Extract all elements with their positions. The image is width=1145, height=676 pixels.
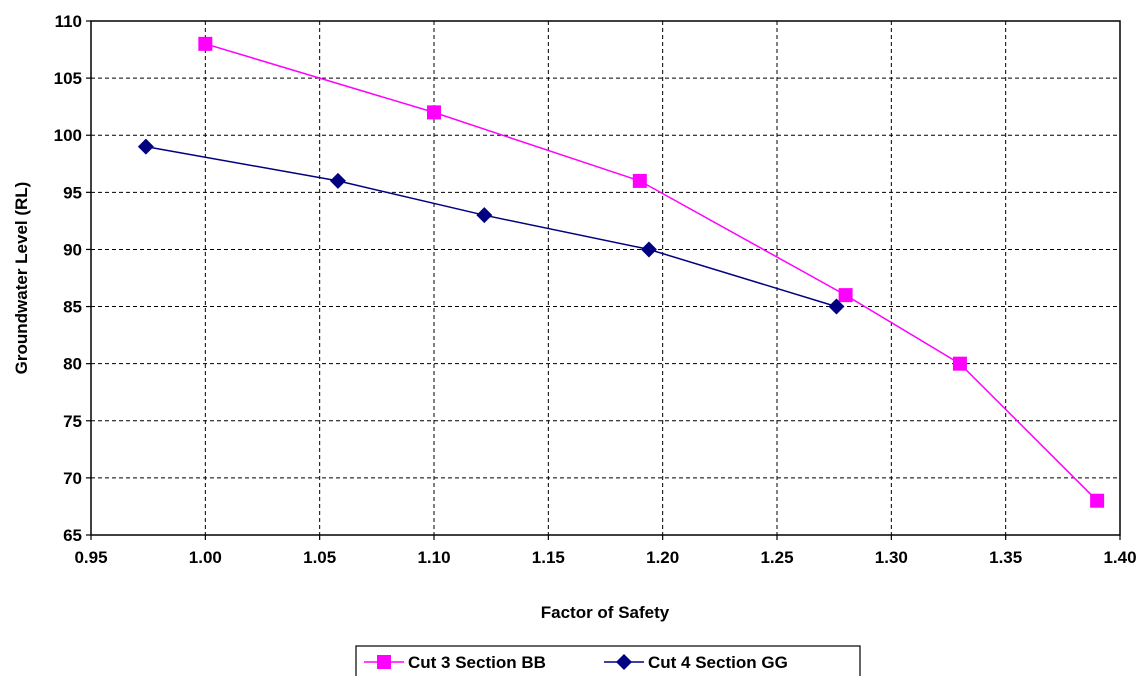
x-tick-label: 1.00 xyxy=(189,548,222,567)
data-point-marker xyxy=(137,138,154,155)
y-tick-label: 80 xyxy=(63,355,82,374)
legend-label-cut4: Cut 4 Section GG xyxy=(648,653,788,672)
y-tick-label: 105 xyxy=(54,69,82,88)
y-tick-label: 100 xyxy=(54,126,82,145)
x-axis-tick-labels: 0.95 1.00 1.05 1.10 1.15 1.20 1.25 1.30 1.35 1.40 xyxy=(74,535,1137,567)
legend-swatch-cut4-marker xyxy=(616,654,632,670)
data-point-marker xyxy=(476,207,493,224)
y-tick-label: 110 xyxy=(55,12,82,31)
legend-label-cut3: Cut 3 Section BB xyxy=(408,653,546,672)
y-tick-label: 90 xyxy=(63,240,82,259)
x-tick-label: 1.15 xyxy=(532,548,565,567)
x-tick-label: 1.25 xyxy=(760,548,793,567)
series-layer xyxy=(137,36,1105,508)
legend-box xyxy=(355,645,861,676)
y-tick-label: 95 xyxy=(63,183,82,202)
legend-swatch-cut3-marker xyxy=(377,655,391,669)
x-tick-label: 1.30 xyxy=(875,548,908,567)
data-point-marker xyxy=(828,298,845,315)
legend: Cut 3 Section BB Cut 4 Section GG xyxy=(355,645,861,676)
x-tick-label: 1.35 xyxy=(989,548,1022,567)
data-point-marker xyxy=(427,105,441,120)
data-point-marker xyxy=(952,356,967,371)
x-tick-label: 1.40 xyxy=(1103,548,1136,567)
data-point-marker xyxy=(1090,493,1105,508)
y-tick-label: 75 xyxy=(63,412,82,431)
y-axis-title: Groundwater Level (RL) xyxy=(12,182,31,375)
grid-lines xyxy=(91,21,1120,535)
x-tick-label: 1.05 xyxy=(303,548,336,567)
data-point-marker xyxy=(198,36,213,51)
x-tick-label: 1.20 xyxy=(646,548,679,567)
plot-area-frame xyxy=(90,20,1121,536)
x-tick-label: 0.95 xyxy=(74,548,107,567)
series-line-1 xyxy=(145,145,837,308)
series-line-0 xyxy=(205,43,1098,502)
data-point-marker xyxy=(632,173,647,188)
x-axis-title: Factor of Safety xyxy=(541,603,670,622)
y-tick-label: 65 xyxy=(63,526,82,545)
data-point-marker xyxy=(640,241,657,258)
y-tick-label: 70 xyxy=(63,469,82,488)
x-tick-label: 1.10 xyxy=(417,548,450,567)
y-axis-tick-labels: 65 70 75 80 85 90 95 100 105 110 xyxy=(54,12,91,545)
y-tick-label: 85 xyxy=(63,298,82,317)
data-point-marker xyxy=(329,172,346,189)
data-point-marker xyxy=(838,288,853,303)
